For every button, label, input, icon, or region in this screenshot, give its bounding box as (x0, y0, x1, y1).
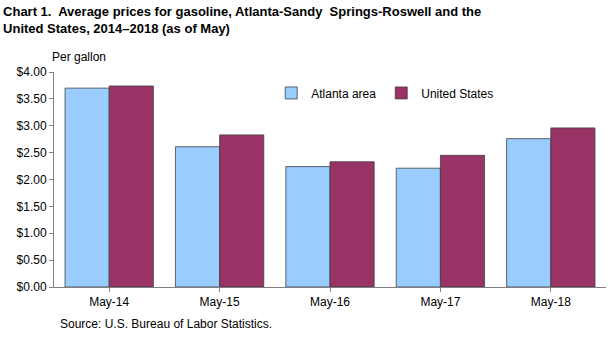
svg-text:$0.00: $0.00 (17, 280, 47, 294)
svg-text:$1.00: $1.00 (17, 226, 47, 240)
svg-text:May-14: May-14 (89, 295, 129, 309)
svg-text:Atlanta area: Atlanta area (311, 87, 376, 101)
svg-text:$1.50: $1.50 (17, 200, 47, 214)
svg-text:Chart 1. Average prices for g: Chart 1. Average prices for gasoline, At… (3, 4, 481, 36)
svg-text:$2.00: $2.00 (17, 173, 47, 187)
svg-text:$4.00: $4.00 (17, 65, 47, 79)
svg-text:May-15: May-15 (200, 295, 240, 309)
svg-text:$3.50: $3.50 (17, 92, 47, 106)
svg-text:Source: U.S. Bureau of Labor S: Source: U.S. Bureau of Labor Statistics. (60, 317, 272, 331)
svg-text:May-16: May-16 (310, 295, 350, 309)
svg-text:$3.00: $3.00 (17, 119, 47, 133)
svg-text:$0.50: $0.50 (17, 253, 47, 267)
svg-text:Per gallon: Per gallon (52, 50, 106, 64)
svg-text:May-17: May-17 (420, 295, 460, 309)
svg-text:United States: United States (421, 87, 493, 101)
svg-text:$2.50: $2.50 (17, 146, 47, 160)
svg-text:May-18: May-18 (531, 295, 571, 309)
